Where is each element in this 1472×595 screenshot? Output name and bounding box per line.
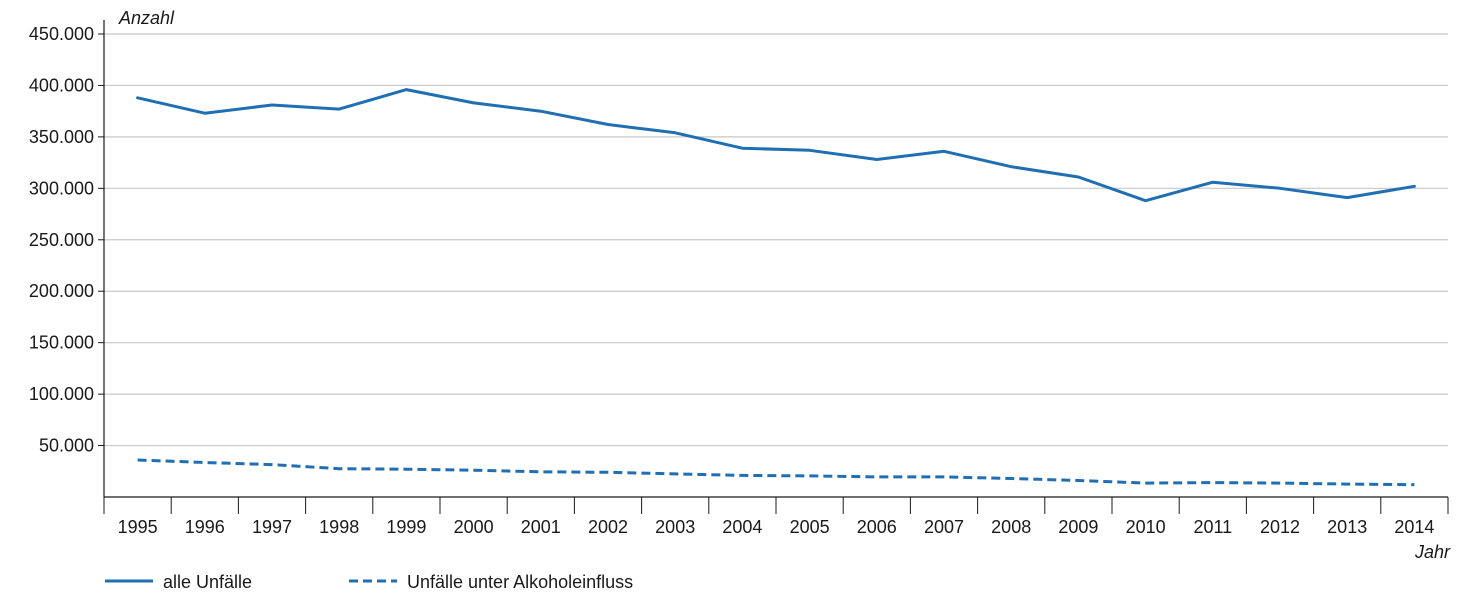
legend-item-alkohol: Unfälle unter Alkoholeinfluss <box>349 572 633 592</box>
tick-labels: 50.000 100.000 150.000 200.000 250.000 300.00… <box>29 24 1435 537</box>
axes <box>98 20 1449 514</box>
x-tick-label: 2000 <box>454 517 494 537</box>
legend-item-alle-unfaelle: alle Unfälle <box>105 572 252 592</box>
series-line-1 <box>137 458 1415 487</box>
y-tick-label: 450.000 <box>29 24 94 44</box>
x-tick-label: 2005 <box>790 517 830 537</box>
y-tick-label: 150.000 <box>29 333 94 353</box>
x-tick-label: 2014 <box>1394 517 1434 537</box>
x-tick-label: 2012 <box>1260 517 1300 537</box>
series-line-0 <box>136 88 1416 203</box>
x-tick-label: 1999 <box>386 517 426 537</box>
legend: alle Unfälle Unfälle unter Alkoholeinflu… <box>105 572 633 592</box>
x-tick-label: 2013 <box>1327 517 1367 537</box>
y-tick-label: 250.000 <box>29 230 94 250</box>
x-tick-label: 1995 <box>118 517 158 537</box>
x-tick-label: 2008 <box>991 517 1031 537</box>
x-tick-label: 2004 <box>722 517 762 537</box>
x-tick-label: 2009 <box>1058 517 1098 537</box>
x-tick-label: 1996 <box>185 517 225 537</box>
y-tick-label: 50.000 <box>39 436 94 456</box>
y-tick-label: 200.000 <box>29 281 94 301</box>
y-tick-label: 100.000 <box>29 384 94 404</box>
x-tick-label: 2001 <box>521 517 561 537</box>
y-tick-label: 400.000 <box>29 75 94 95</box>
x-tick-label: 2006 <box>857 517 897 537</box>
x-tick-label: 2011 <box>1193 517 1232 537</box>
x-axis-title: Jahr <box>1414 542 1451 562</box>
legend-label-alkohol: Unfälle unter Alkoholeinfluss <box>407 572 633 592</box>
x-tick-label: 2010 <box>1126 517 1166 537</box>
legend-label-alle-unfaelle: alle Unfälle <box>163 572 252 592</box>
x-tick-label: 2007 <box>924 517 964 537</box>
y-axis-title: Anzahl <box>118 8 175 28</box>
y-tick-label: 300.000 <box>29 178 94 198</box>
x-tick-label: 2002 <box>588 517 628 537</box>
x-tick-label: 2003 <box>655 517 695 537</box>
x-tick-label: 1998 <box>319 517 359 537</box>
series-lines <box>136 88 1416 487</box>
x-tick-label: 1997 <box>252 517 292 537</box>
grid-lines <box>104 33 1448 447</box>
y-tick-label: 350.000 <box>29 127 94 147</box>
